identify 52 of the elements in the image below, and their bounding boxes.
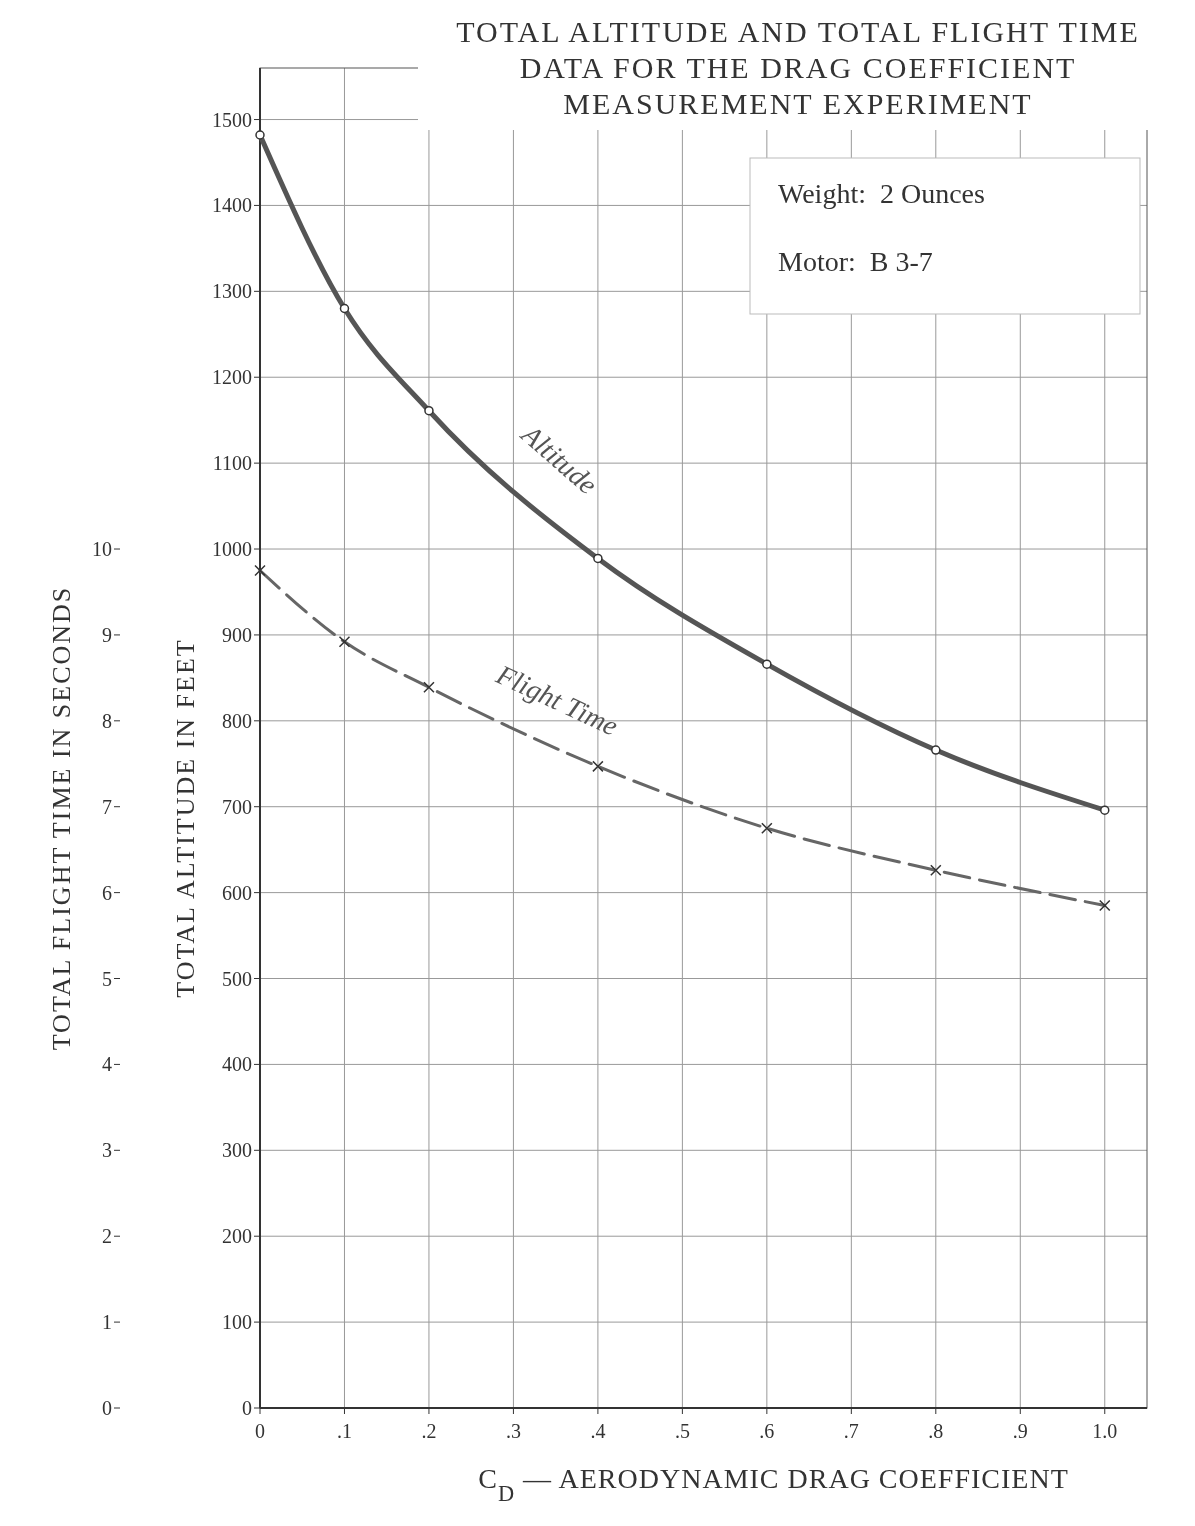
y-tick-label: 0 (242, 1397, 252, 1419)
y-tick-label: 1300 (212, 280, 252, 303)
y-tick-label: 100 (222, 1311, 252, 1334)
x-tick-label: .5 (674, 1420, 690, 1442)
y-tick-label: 1200 (212, 366, 252, 389)
y2-tick-label: 6 (102, 881, 112, 904)
point (1100, 805, 1110, 815)
chart-title: TOTAL ALTITUDE AND TOTAL FLIGHT TIME DATA FOR THE DRAG COEFFICIENT MEASUREMENT EXPERIMENT (456, 15, 1140, 120)
y-tick-label: 1000 (212, 538, 252, 561)
y-tick-label: 300 (222, 1139, 252, 1162)
y2-axis-title: TOTAL FLIGHT TIME IN SECONDS (47, 585, 76, 1051)
annotation: Motor: B 3-7 (778, 246, 933, 277)
y-tick-label: 400 (222, 1053, 252, 1076)
y2-tick-label: 10 (92, 538, 112, 561)
x-tick-label: .3 (505, 1420, 521, 1442)
y-tick-label: 1500 (212, 108, 252, 131)
y-tick-label: 200 (222, 1225, 252, 1248)
point (424, 405, 434, 416)
annotation: Weight: 2 Ounces (778, 178, 985, 209)
y-tick-label: 500 (222, 967, 252, 990)
y-tick-label: 1400 (212, 194, 252, 217)
y2-tick-label: 8 (102, 709, 112, 732)
x-tick-label: .8 (928, 1420, 944, 1442)
point (339, 303, 350, 314)
text: Flight Time (491, 658, 623, 742)
y-tick-label: 700 (222, 795, 252, 818)
y2-tick-label: 5 (102, 967, 112, 990)
y2-tick-label: 9 (102, 623, 112, 646)
text-box: Weight: 2 Ounces Motor: B 3-7 (749, 157, 1141, 315)
y2-tick-label: 2 (102, 1225, 112, 1248)
y2-tick-label: 3 (102, 1139, 112, 1162)
y2-tick-label: 1 (102, 1311, 112, 1334)
y2-tick-label: 0 (102, 1397, 112, 1419)
y-axis-title: TOTAL ALTITUDE IN FEET (171, 638, 200, 998)
x-tick-label: 1.0 (1092, 1420, 1118, 1442)
x-tick-label: .1 (336, 1420, 352, 1442)
point (762, 659, 772, 669)
x-tick-label: .2 (421, 1420, 437, 1442)
y2-tick-label: 4 (102, 1053, 112, 1076)
point (593, 553, 603, 564)
y2-tick-label: 7 (102, 795, 112, 818)
y-tick-label: 800 (222, 709, 252, 732)
point (931, 745, 941, 755)
x-tick-label: .9 (1012, 1420, 1028, 1442)
x-axis-title: C$_{D}$ — AERODYNAMIC DRAG COEFFICIENT (478, 1463, 1069, 1506)
y-tick-label: 600 (222, 881, 252, 904)
y-tick-label: 900 (222, 623, 252, 646)
x-tick-label: .6 (759, 1420, 775, 1442)
x-tick-label: .4 (590, 1420, 606, 1442)
point (255, 130, 265, 140)
y-tick-label: 1100 (212, 452, 252, 475)
x-tick-label: .7 (843, 1420, 859, 1442)
